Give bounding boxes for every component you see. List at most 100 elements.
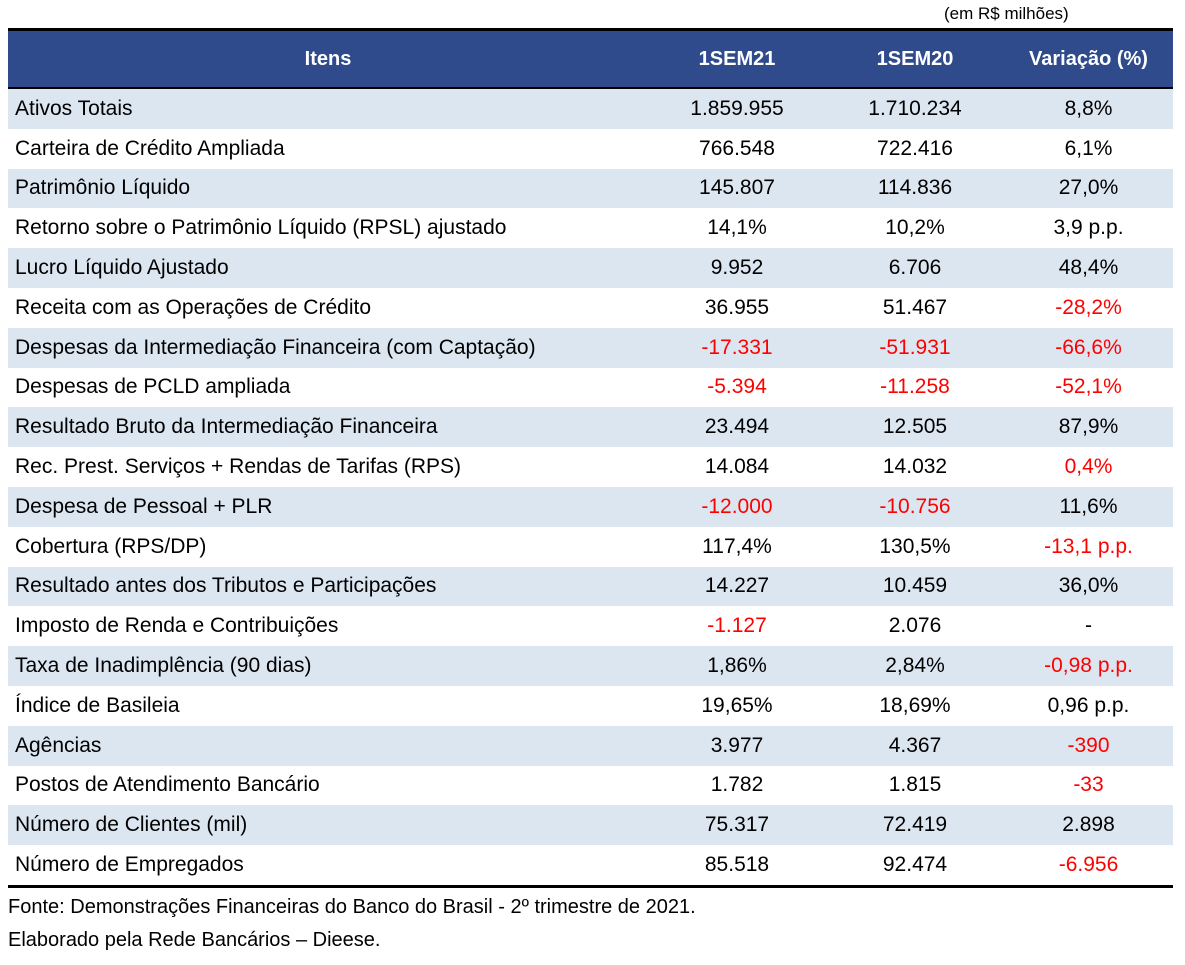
row-variation: 2.898 — [1062, 813, 1115, 837]
row-1sem21: 85.518 — [704, 853, 770, 877]
row-item: Rec. Prest. Serviços + Rendas de Tarifas… — [15, 455, 462, 479]
row-1sem21: 19,65% — [701, 693, 773, 717]
row-variation: 3,9 p.p. — [1053, 216, 1124, 240]
row-1sem21: 766.548 — [699, 136, 775, 160]
row-1sem20: 10,2% — [885, 216, 945, 240]
table-row: Rec. Prest. Serviços + Rendas de Tarifas… — [8, 447, 1173, 487]
row-1sem20: 92.474 — [882, 853, 948, 877]
table-row: Despesas de PCLD ampliada -5.394 -11.258 -5… — [8, 368, 1173, 408]
row-1sem20: -11.258 — [880, 375, 950, 399]
row-item: Número de Clientes (mil) — [15, 813, 248, 837]
row-item: Despesas da Intermediação Financeira (co… — [15, 335, 536, 359]
row-variation: 48,4% — [1058, 256, 1119, 280]
row-item: Ativos Totais — [15, 96, 133, 120]
row-1sem21: 14.084 — [704, 455, 770, 479]
row-item: Agências — [15, 733, 102, 757]
table-row: Cobertura (RPS/DP) 117,4% 130,5% -13,1 p.p. — [8, 527, 1173, 567]
row-1sem20: 6.706 — [888, 256, 942, 280]
row-1sem21: 117,4% — [702, 534, 772, 558]
row-1sem21: 14,1% — [707, 216, 767, 240]
row-variation: -390 — [1067, 733, 1110, 757]
header-variation: Variação (%) — [1029, 47, 1148, 70]
row-variation: -13,1 p.p. — [1044, 534, 1133, 558]
row-item: Resultado antes dos Tributos e Participa… — [15, 574, 437, 598]
row-variation: 11,6% — [1059, 494, 1118, 518]
table-row: Ativos Totais 1.859.955 1.710.234 8,8% — [8, 89, 1173, 129]
table-row: Lucro Líquido Ajustado 9.952 6.706 48,4% — [8, 248, 1173, 288]
row-1sem20: 1.710.234 — [868, 96, 962, 120]
table-row: Patrimônio Líquido 145.807 114.836 27,0% — [8, 168, 1173, 209]
row-1sem20: 4.367 — [888, 733, 942, 757]
row-variation: 87,9% — [1058, 415, 1119, 439]
row-1sem21: -12.000 — [701, 494, 773, 518]
table-row: Índice de Basileia 19,65% 18,69% 0,96 p.p. — [8, 686, 1173, 726]
row-1sem20: 722.416 — [877, 136, 953, 160]
financial-table: Itens 1SEM21 1SEM20 Variação (%) Ativos … — [8, 28, 1173, 888]
row-item: Índice de Basileia — [15, 693, 180, 717]
table-row: Postos de Atendimento Bancário 1.782 1.815… — [8, 766, 1173, 806]
row-variation: -52,1% — [1055, 375, 1122, 399]
table-row: Resultado Bruto da Intermediação Finance… — [8, 407, 1173, 448]
bottom-rule — [8, 884, 1173, 888]
header-1sem20: 1SEM20 — [876, 47, 954, 70]
row-variation: -6.956 — [1058, 853, 1119, 877]
table-row: Despesa de Pessoal + PLR -12.000 -10.756 11… — [8, 486, 1173, 527]
row-1sem21: 145.807 — [699, 176, 775, 200]
row-1sem21: 3.977 — [710, 733, 764, 757]
row-1sem20: 72.419 — [882, 813, 948, 837]
row-1sem20: 114.836 — [877, 176, 953, 200]
row-1sem21: 1.859.955 — [690, 96, 784, 120]
table-row: Número de Clientes (mil) 75.317 72.419 2.89… — [8, 805, 1173, 846]
table-row: Agências 3.977 4.367 -390 — [8, 725, 1173, 766]
row-item: Patrimônio Líquido — [15, 176, 191, 200]
row-1sem21: 36.955 — [704, 295, 770, 319]
table-row: Carteira de Crédito Ampliada 766.548 722.4… — [8, 129, 1173, 169]
row-variation: 6,1% — [1064, 136, 1113, 160]
row-1sem21: 14.227 — [704, 574, 770, 598]
row-item: Postos de Atendimento Bancário — [15, 773, 320, 797]
row-1sem20: 12.505 — [882, 415, 948, 439]
row-1sem21: -17.331 — [701, 335, 773, 359]
row-1sem21: 75.317 — [704, 813, 770, 837]
footnote-author: Elaborado pela Rede Bancários – Dieese. — [8, 929, 381, 951]
table-row: Imposto de Renda e Contribuições -1.127 2.… — [8, 606, 1173, 646]
table-body: Ativos Totais 1.859.955 1.710.234 8,8% Carte… — [8, 89, 1173, 885]
row-1sem20: 2.076 — [888, 614, 942, 638]
row-variation: 36,0% — [1058, 574, 1119, 598]
header-1sem21: 1SEM21 — [698, 47, 776, 70]
row-1sem21: -5.394 — [707, 375, 767, 399]
row-1sem20: 18,69% — [879, 693, 951, 717]
row-1sem20: 1.815 — [888, 773, 942, 797]
row-1sem20: 51.467 — [882, 295, 948, 319]
row-1sem20: -51.931 — [879, 335, 951, 359]
row-1sem20: -10.756 — [879, 494, 951, 518]
row-variation: 27,0% — [1058, 176, 1119, 200]
row-item: Número de Empregados — [15, 853, 244, 877]
row-item: Lucro Líquido Ajustado — [15, 256, 229, 280]
row-1sem21: 1.782 — [710, 773, 764, 797]
row-1sem21: 9.952 — [710, 256, 764, 280]
row-item: Cobertura (RPS/DP) — [15, 534, 207, 558]
row-variation: -66,6% — [1055, 335, 1122, 359]
row-1sem20: 14.032 — [882, 455, 948, 479]
row-variation: 0,4% — [1064, 455, 1113, 479]
header-items: Itens — [304, 47, 352, 70]
row-variation: -33 — [1073, 773, 1104, 797]
table-row: Resultado antes dos Tributos e Participa… — [8, 566, 1173, 607]
row-variation: -0,98 p.p. — [1044, 654, 1133, 678]
row-item: Imposto de Renda e Contribuições — [15, 614, 339, 638]
table-row: Receita com as Operações de Crédito 36.95… — [8, 288, 1173, 328]
table-row: Taxa de Inadimplência (90 dias) 1,86% 2,84… — [8, 646, 1173, 686]
row-variation: -28,2% — [1055, 295, 1122, 319]
row-item: Receita com as Operações de Crédito — [15, 295, 372, 319]
table-row: Retorno sobre o Patrimônio Líquido (RPSL… — [8, 208, 1173, 248]
row-item: Despesas de PCLD ampliada — [15, 375, 291, 399]
unit-note: (em R$ milhões) — [944, 4, 1069, 23]
row-1sem21: 23.494 — [704, 415, 770, 439]
row-1sem20: 10.459 — [882, 574, 948, 598]
table-row: Despesas da Intermediação Financeira (co… — [8, 327, 1173, 368]
row-item: Carteira de Crédito Ampliada — [15, 136, 285, 160]
row-item: Taxa de Inadimplência (90 dias) — [15, 654, 312, 678]
row-1sem20: 2,84% — [885, 654, 945, 678]
row-1sem21: -1.127 — [707, 614, 767, 638]
